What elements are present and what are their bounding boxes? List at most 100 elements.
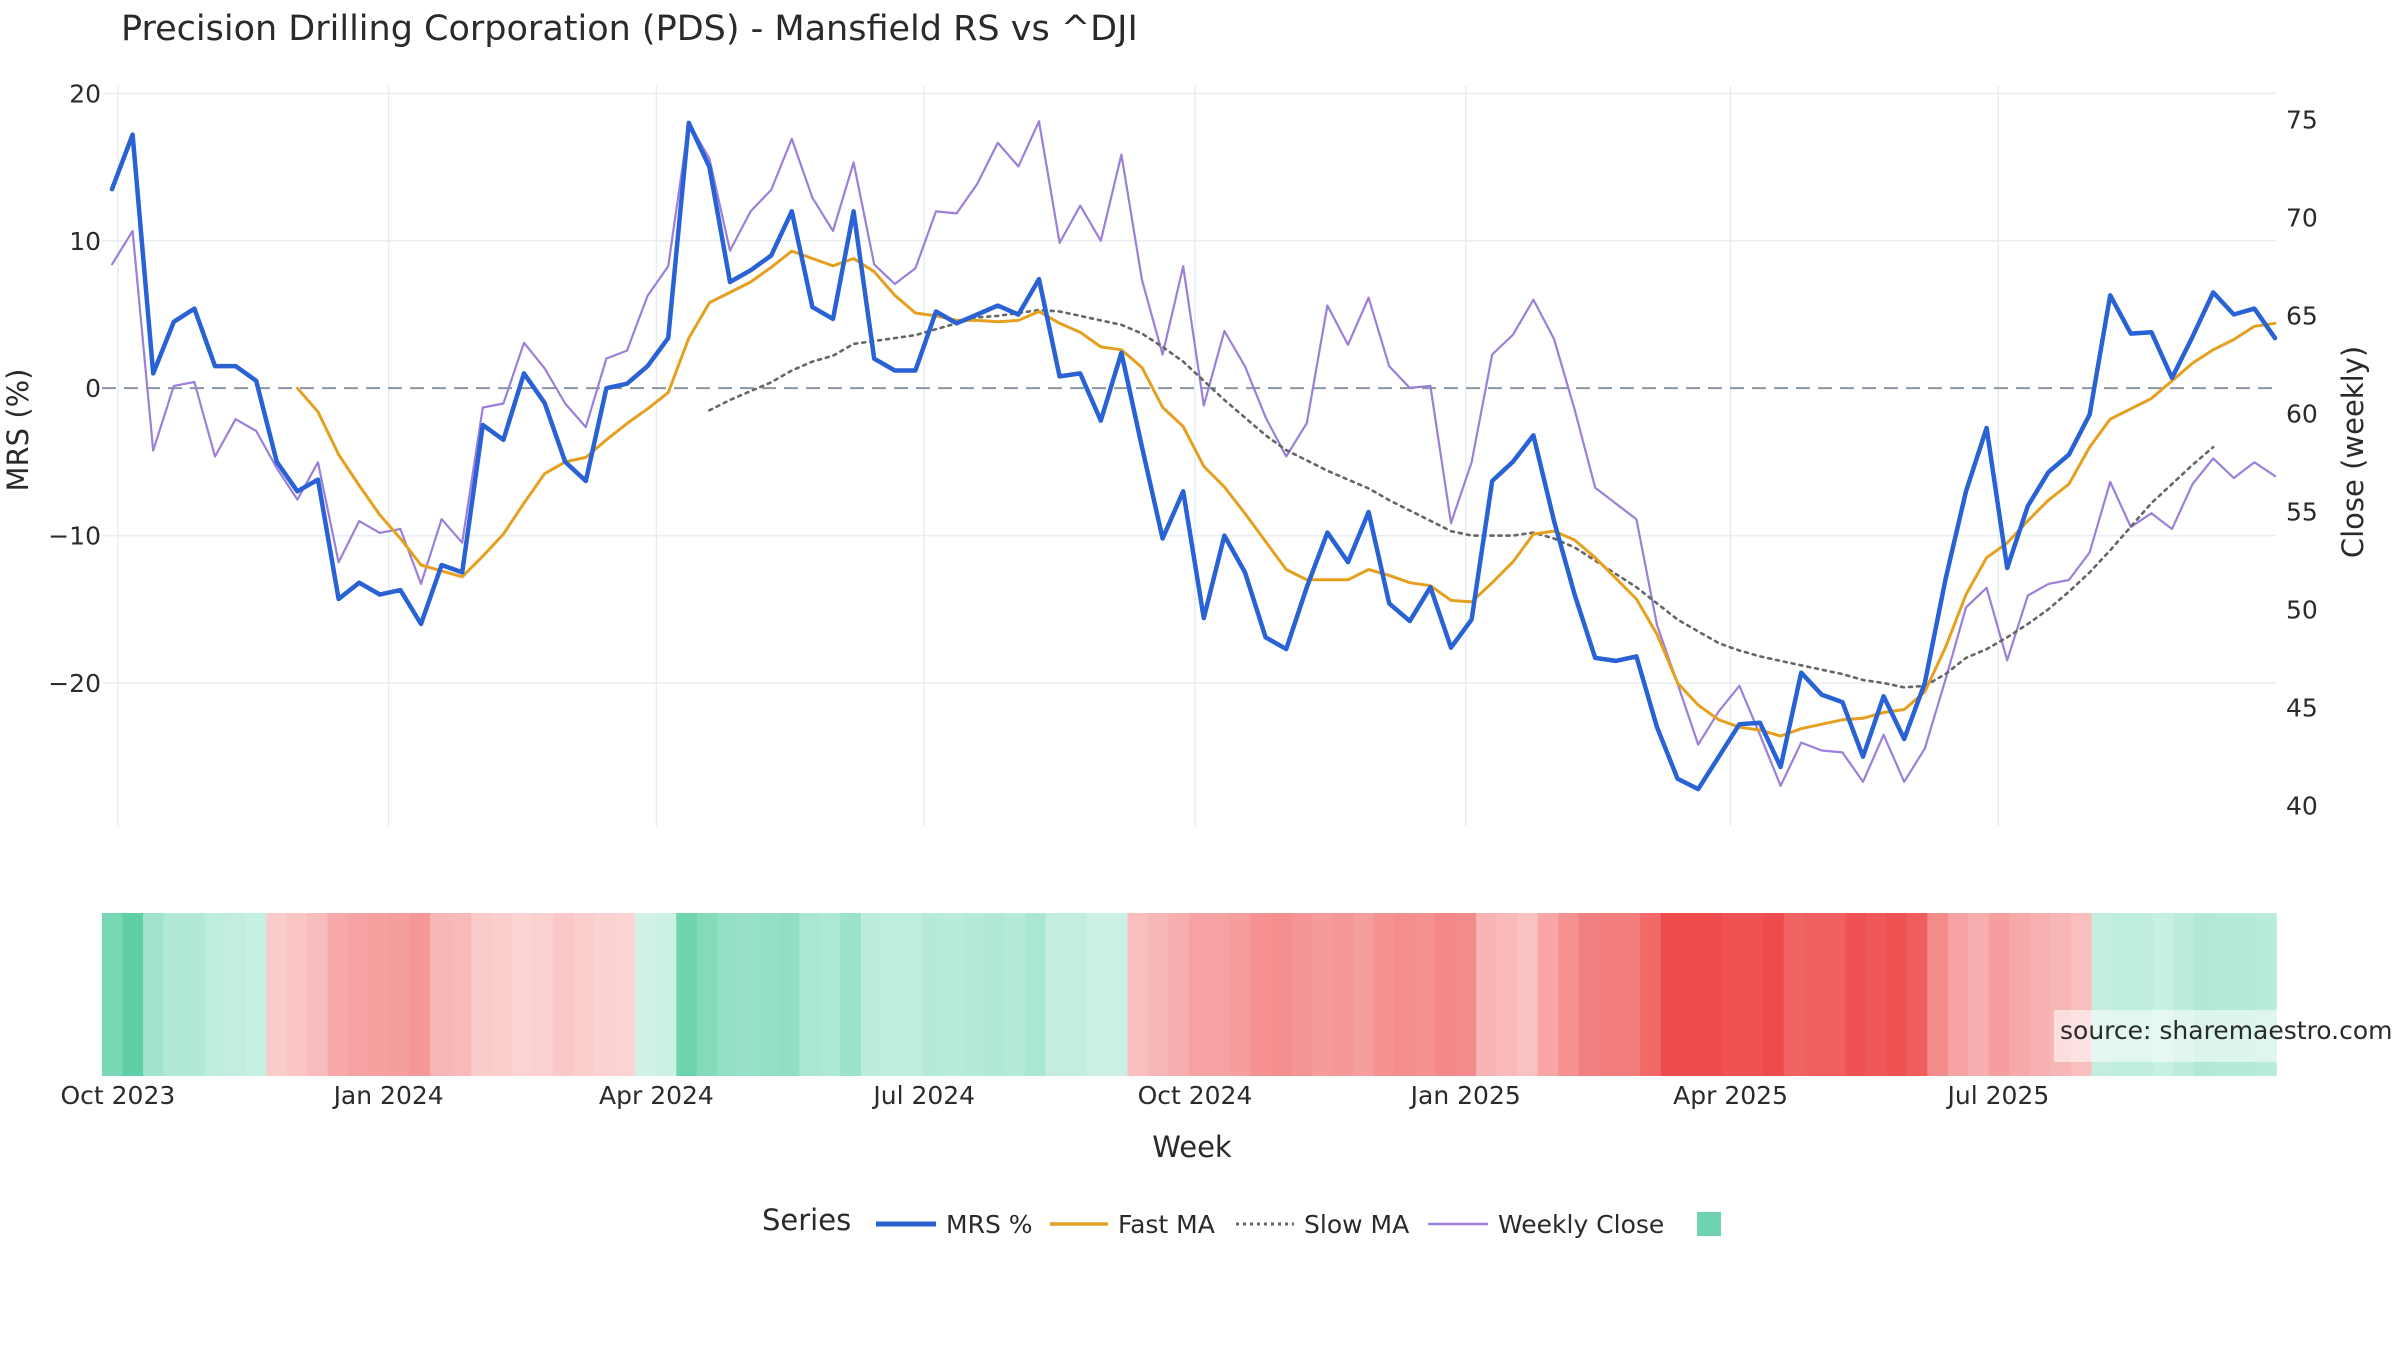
heatmap-cell [635,913,657,1076]
heatmap-cell [1004,913,1026,1076]
heatmap-cell [1783,913,1806,1076]
y-tick-label-right: 45 [2286,693,2318,722]
heatmap-cell [1045,913,1067,1076]
heatmap-cell [1660,913,1683,1076]
series-line-mrs [109,120,2278,792]
heatmap-cell [717,913,739,1076]
heatmap-cell [184,913,206,1076]
heatmap-cell [553,913,575,1076]
y-tick-label-left: −20 [48,669,101,698]
heatmap-cell [1435,913,1457,1076]
heatmap-cell [1332,913,1354,1076]
y-tick-label-left: 20 [69,79,101,108]
heatmap-cell [1373,913,1395,1076]
heatmap-cell [409,913,431,1076]
heatmap-cell [2009,913,2031,1076]
heatmap-cell [491,913,513,1076]
heatmap-cell [594,913,616,1076]
legend-item-heatmap[interactable] [1697,1212,1721,1236]
legend-item-fast-ma[interactable]: Fast MA [1050,1210,1215,1239]
heatmap-cell [245,913,267,1076]
y-tick-label-right: 55 [2286,497,2318,526]
heatmap-cell [225,913,247,1076]
x-tick-label: Oct 2023 [60,1081,175,1110]
heatmap-cell [471,913,493,1076]
heatmap-strip [102,913,2277,1076]
series-line-weekly-close [110,120,2277,787]
y-axis-left-label: MRS (%) [1,369,35,492]
legend-label-slow-ma: Slow MA [1304,1210,1409,1239]
heatmap-cell [860,913,883,1076]
grid-layer [102,86,2276,826]
heatmap-cell [1291,913,1313,1076]
y-tick-label-left: 0 [85,374,101,403]
heatmap-cell [1906,913,1929,1076]
heatmap-cell [1189,913,1211,1076]
heatmap-cell [122,913,144,1076]
heatmap-cell [1640,913,1662,1076]
heatmap-cell [1065,913,1088,1076]
y-tick-label-right: 40 [2286,791,2318,820]
heatmap-cell [1394,913,1416,1076]
legend-item-slow-ma[interactable]: Slow MA [1236,1210,1409,1239]
heatmap-cell [1024,913,1047,1076]
heatmap-cell [819,913,842,1076]
x-tick-label: Jan 2025 [1409,1081,1521,1110]
heatmap-cell [1271,913,1293,1076]
x-tick-label: Oct 2024 [1138,1081,1253,1110]
heatmap-cell [2029,913,2052,1076]
legend-item-mrs[interactable]: MRS % [876,1210,1033,1239]
heatmap-cell [307,913,329,1076]
x-tick-label: Apr 2025 [1673,1081,1788,1110]
heatmap-cell [450,913,472,1076]
source-label-bg [2054,1010,2400,1062]
heatmap-cell [1927,913,1949,1076]
legend-label-weekly-close: Weekly Close [1498,1210,1664,1239]
heatmap-cell [942,913,965,1076]
heatmap-cell [286,913,308,1076]
y-tick-label-right: 75 [2286,105,2318,134]
heatmap-cell [1312,913,1334,1076]
heatmap-cell [1353,913,1375,1076]
axis-layer: Oct 2023 Jan 2024 Apr 2024 Jul 2024 Oct 2024… [48,79,2318,1110]
y-tick-label-left: −10 [48,522,101,551]
heatmap-cell [1168,913,1190,1076]
heatmap-cell [389,913,411,1076]
heatmap-cell [1968,913,1990,1076]
heatmap-cell [1701,913,1724,1076]
heatmap-cell [614,913,637,1076]
heatmap-cell [1619,913,1642,1076]
legend-item-weekly-close[interactable]: Weekly Close [1428,1210,1664,1239]
legend-label-fast-ma: Fast MA [1118,1210,1215,1239]
heatmap-cell [1414,913,1436,1076]
heatmap-cell [1517,913,1539,1076]
heatmap-cell [1865,913,1888,1076]
x-tick-label: Jul 2024 [871,1081,975,1110]
heatmap-cell [778,913,801,1076]
heatmap-cell [1722,913,1744,1076]
heatmap-cell [266,913,288,1076]
heatmap-cell [963,913,985,1076]
heatmap-cell [1106,913,1129,1076]
y-tick-label-right: 50 [2286,595,2318,624]
heatmap-cell [1230,913,1252,1076]
heatmap-cell [840,913,862,1076]
heatmap-cell [1845,913,1867,1076]
y-tick-label-right: 70 [2286,203,2318,232]
heatmap-cell [573,913,596,1076]
x-tick-label: Jul 2025 [1946,1081,2050,1110]
heatmap-cell [1127,913,1149,1076]
heatmap-cell [922,913,944,1076]
heatmap-cell [655,913,678,1076]
heatmap-cell [163,913,185,1076]
heatmap-cell [737,913,760,1076]
heatmap-cell [1476,913,1498,1076]
y-tick-label-left: 10 [69,227,101,256]
heatmap-cell [430,913,452,1076]
heatmap-cell [901,913,924,1076]
heatmap-cell [758,913,780,1076]
heatmap-cell [1250,913,1272,1076]
series-layer [109,120,2278,792]
